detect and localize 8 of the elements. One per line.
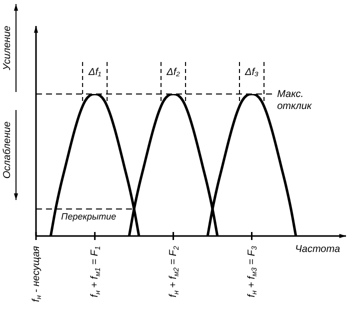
ref-line-label: Перекрытие: [61, 212, 116, 222]
y-axis-title: Усиление: [2, 25, 13, 72]
text: Δf₃: [244, 66, 259, 78]
x-axis-title: Частота: [295, 244, 340, 255]
text: Δf₂: [166, 66, 180, 78]
text: Ослабление: [2, 120, 13, 179]
text: Δf₁: [88, 66, 102, 78]
ref-line-label: Макс. отклик: [277, 88, 313, 112]
